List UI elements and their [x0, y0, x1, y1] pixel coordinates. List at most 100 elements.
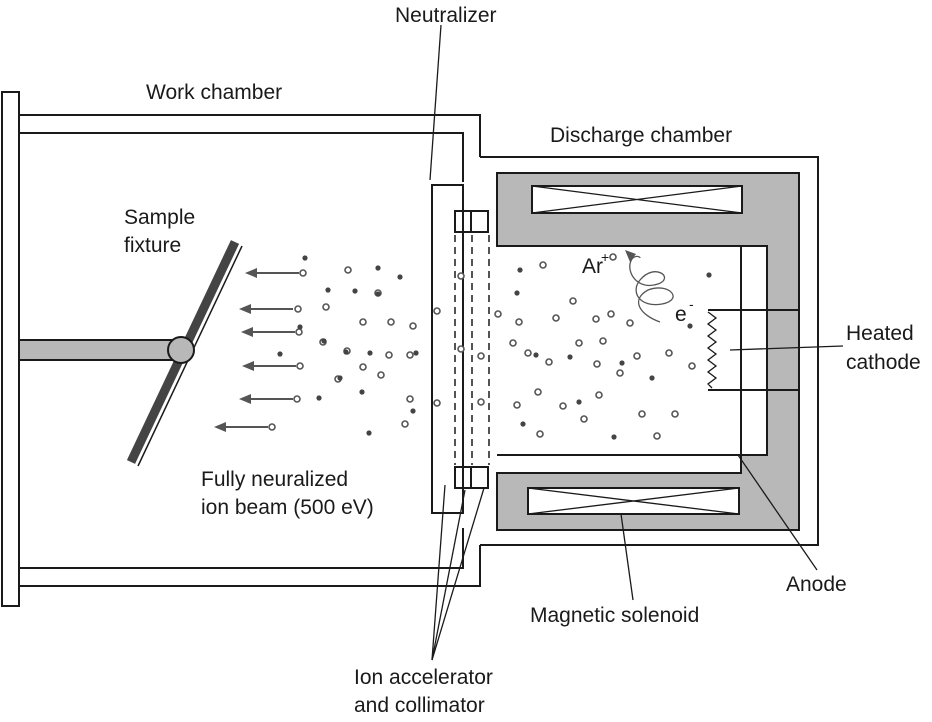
- ion-particle: [559, 402, 567, 410]
- work-chamber-walls: [19, 114, 481, 587]
- accelerator-label-1: Ion accelerator: [354, 666, 493, 689]
- neutral-particle: [517, 267, 523, 273]
- ion-particle: [688, 362, 696, 370]
- ion-particle: [599, 337, 607, 345]
- ion-particle: [626, 319, 634, 327]
- neutral-particle: [359, 389, 365, 395]
- beam-arrow-head: [241, 327, 253, 337]
- sample-fixture-label-2: fixture: [124, 234, 181, 257]
- ion-particle: [295, 328, 303, 336]
- ion-particle: [545, 358, 553, 366]
- electron-spiral-path: [625, 250, 674, 323]
- neutralizer-label: Neutralizer: [395, 4, 497, 27]
- ion-particle: [609, 253, 617, 261]
- neutral-particle: [337, 375, 343, 381]
- discharge-chamber-housing: [480, 156, 819, 546]
- ion-particle: [509, 339, 517, 347]
- ion-particle: [653, 432, 661, 440]
- neutral-particle: [367, 350, 373, 356]
- ion-particle: [575, 339, 583, 347]
- ion-particle: [457, 272, 465, 280]
- neutral-particle: [375, 291, 381, 297]
- ion-particle: [569, 297, 577, 305]
- ion-particle: [387, 318, 395, 326]
- neutral-particle: [533, 352, 539, 358]
- solenoid-coil-top: [531, 185, 743, 214]
- neutral-particle: [277, 351, 283, 357]
- work-chamber-label: Work chamber: [146, 81, 282, 104]
- ion-particle: [524, 349, 532, 357]
- beam-arrow-head: [239, 304, 251, 314]
- ion-particle: [580, 415, 588, 423]
- ion-particle: [539, 261, 547, 269]
- cathode-label-1: Heated: [846, 322, 914, 345]
- neutral-particle: [366, 430, 372, 436]
- ion-particle: [296, 362, 304, 370]
- anode: [497, 245, 742, 456]
- ion-particle: [477, 398, 485, 406]
- beam-arrow-head: [239, 394, 251, 404]
- ion-particle: [401, 420, 409, 428]
- discharge-chamber-label: Discharge chamber: [550, 124, 732, 147]
- ion-particle: [359, 363, 367, 371]
- cathode-leader: [729, 345, 844, 351]
- ion-particle: [433, 399, 441, 407]
- grid-block-bottom: [454, 466, 489, 489]
- neutral-particle: [567, 354, 573, 360]
- accelerator-leaders: [431, 484, 485, 661]
- ion-particle: [433, 307, 441, 315]
- ion-particle: [299, 269, 307, 277]
- solenoid-coil-bottom: [527, 487, 740, 515]
- ion-particle: [294, 305, 302, 313]
- ion-particle: [536, 430, 544, 438]
- ion-particle: [552, 314, 560, 322]
- ion-particle: [616, 369, 624, 377]
- neutral-particle: [302, 255, 308, 261]
- beam-arrow-head: [242, 361, 254, 371]
- beam-arrows: [214, 268, 299, 432]
- neutral-particle: [410, 408, 416, 414]
- neutral-particle: [611, 434, 617, 440]
- neutral-particle: [316, 395, 322, 401]
- neutral-particle: [321, 338, 327, 344]
- ion-particle: [359, 318, 367, 326]
- accelerator-label-2: and collimator: [354, 694, 485, 717]
- ion-particle: [638, 410, 646, 418]
- ion-particle: [406, 351, 414, 359]
- neutral-particle: [413, 350, 419, 356]
- ion-particle: [607, 310, 615, 318]
- anode-leader: [737, 454, 818, 571]
- neutral-particle: [375, 265, 381, 271]
- ion-particle: [457, 345, 465, 353]
- neutral-particle: [352, 288, 358, 294]
- ion-particle: [592, 315, 600, 323]
- ion-particle: [513, 401, 521, 409]
- neutralizer-leader: [429, 24, 442, 181]
- electron-charge-label: -: [689, 296, 694, 312]
- beam-arrow-head: [214, 422, 226, 432]
- ion-particle: [322, 303, 330, 311]
- neutral-particle: [706, 272, 712, 278]
- neutral-particle: [514, 290, 520, 296]
- neutral-particle: [619, 360, 625, 366]
- magnetic-solenoid-body: [496, 172, 800, 531]
- neutral-particle: [397, 274, 403, 280]
- ion-particle: [671, 410, 679, 418]
- neutral-particle: [687, 323, 693, 329]
- neutral-particle: [649, 375, 655, 381]
- sample-fixture-label-1: Sample: [124, 206, 195, 229]
- ion-particle: [515, 318, 523, 326]
- sample-fixture: [18, 240, 243, 467]
- ion-particle: [268, 423, 276, 431]
- grid-block-top: [454, 210, 489, 233]
- ion-particle: [665, 349, 673, 357]
- neutral-particle: [576, 399, 582, 405]
- heated-cathode: [706, 309, 800, 391]
- ion-particle: [406, 395, 414, 403]
- neutral-particle: [343, 349, 349, 355]
- ion-particle: [633, 352, 641, 360]
- cathode-label-2: cathode: [846, 351, 921, 374]
- solenoid-leader: [620, 513, 634, 601]
- ion-charge-label: +: [601, 249, 609, 265]
